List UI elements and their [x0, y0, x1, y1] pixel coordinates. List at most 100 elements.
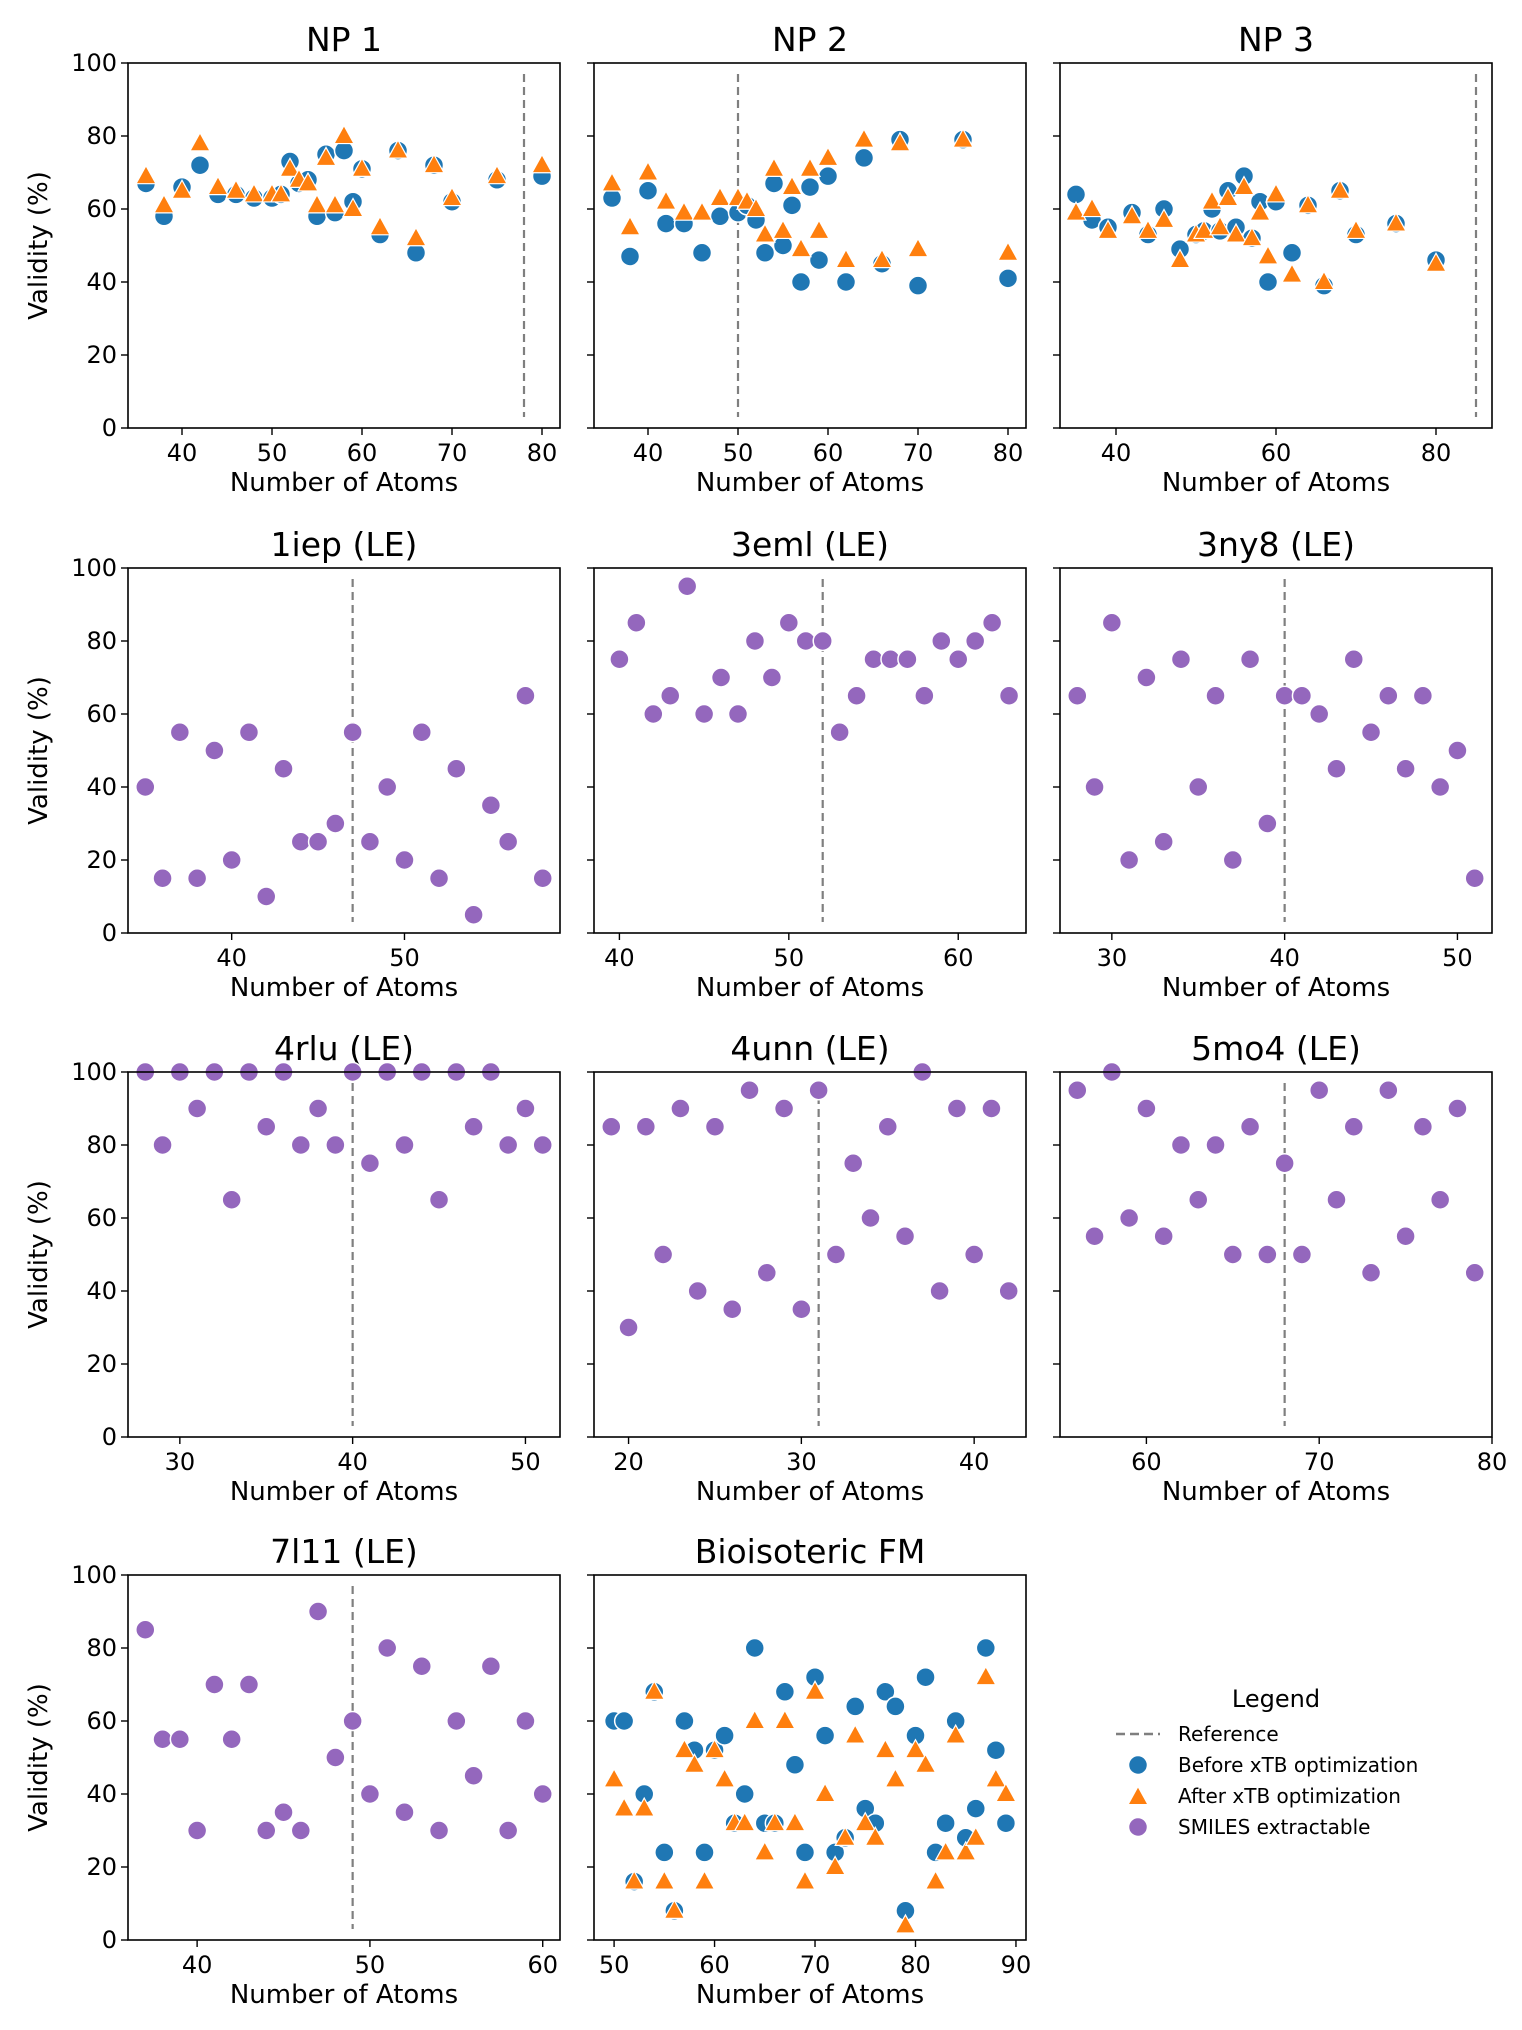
data-point	[997, 241, 1019, 261]
data-point	[1225, 222, 1247, 243]
data-point	[270, 182, 292, 203]
data-point	[778, 612, 800, 633]
data-point	[207, 175, 229, 196]
data-point	[670, 1098, 691, 1119]
data-point	[1429, 1189, 1451, 1210]
data-point	[1345, 219, 1367, 240]
data-point	[204, 740, 225, 761]
data-point	[1201, 189, 1223, 210]
data-point	[652, 1244, 674, 1265]
data-point	[727, 703, 749, 725]
legend-item: After xTB optimization	[1127, 1784, 1401, 1808]
data-point	[1274, 685, 1295, 706]
data-point	[663, 1899, 686, 1919]
data-point	[1308, 1080, 1330, 1101]
data-point	[152, 868, 173, 889]
x-tick-label: 40	[337, 1448, 368, 1476]
data-point	[1447, 1098, 1468, 1119]
data-series	[135, 124, 553, 247]
data-point	[307, 831, 329, 852]
data-point	[914, 1753, 937, 1773]
data-point	[171, 179, 193, 199]
data-point	[1343, 649, 1365, 670]
data-point	[814, 1725, 836, 1746]
data-point	[1084, 776, 1105, 798]
data-point	[1084, 1226, 1105, 1247]
data-point	[635, 1116, 657, 1137]
data-point	[1067, 685, 1088, 706]
y-tick-label: 100	[71, 1561, 117, 1589]
chart-panel: 3eml (LE) 40 50 60 Number of Atoms	[587, 525, 1027, 1003]
data-point	[342, 1710, 363, 1732]
y-tick-label: 80	[86, 122, 117, 150]
data-point	[994, 1782, 1017, 1803]
data-point	[1429, 776, 1451, 798]
data-point	[784, 1754, 806, 1776]
data-point	[186, 868, 208, 889]
data-point	[834, 1826, 857, 1846]
data-point	[997, 268, 1019, 289]
data-point	[998, 1280, 1019, 1302]
data-point	[1360, 722, 1382, 743]
circle-marker-icon	[1127, 1816, 1149, 1838]
data-point	[981, 612, 1003, 633]
data-point	[1233, 175, 1255, 196]
data-point	[817, 146, 839, 167]
data-point	[1313, 270, 1335, 291]
data-point	[985, 1739, 1007, 1761]
x-axis-label: Number of Atoms	[1162, 1477, 1390, 1507]
x-tick-label: 40	[1269, 944, 1300, 972]
data-point	[981, 1098, 1002, 1119]
data-point	[1136, 1098, 1157, 1119]
data-point	[1257, 1244, 1278, 1265]
y-tick-label: 40	[86, 1780, 117, 1808]
data-point	[189, 131, 211, 152]
data-point	[225, 179, 247, 199]
y-tick-label: 80	[86, 627, 117, 655]
data-point	[255, 1116, 277, 1137]
plot-frame	[127, 567, 561, 934]
data-point	[1101, 612, 1123, 633]
data-point	[1308, 703, 1330, 725]
data-point	[463, 1765, 484, 1786]
data-point	[637, 160, 659, 181]
plot-frame	[1059, 567, 1493, 934]
data-point	[754, 242, 776, 264]
data-point	[1395, 1226, 1416, 1247]
y-tick-label: 0	[102, 919, 117, 947]
data-series	[601, 1061, 1019, 1338]
chart-panel: 4rlu (LE) 0 20 40 60 80 100 30 40 50 Number of Ato…	[24, 1029, 561, 1507]
data-series	[135, 1601, 553, 1841]
data-point	[1360, 1262, 1382, 1283]
data-point	[1281, 242, 1303, 264]
data-point	[342, 197, 364, 218]
data-point	[745, 197, 767, 218]
chart-title: 7l11 (LE)	[270, 1532, 418, 1571]
data-point	[733, 1811, 756, 1832]
data-point	[619, 246, 641, 267]
data-point	[1395, 758, 1416, 779]
data-point	[480, 795, 502, 816]
data-point	[428, 1820, 450, 1841]
legend-title: Legend	[1232, 1685, 1320, 1713]
data-point	[773, 1098, 795, 1119]
x-tick-label: 30	[165, 1448, 196, 1476]
data-point	[238, 1674, 260, 1695]
data-point	[626, 612, 647, 633]
data-point	[307, 1601, 329, 1622]
data-point	[411, 722, 433, 743]
data-point	[763, 1811, 786, 1832]
data-point	[935, 1812, 956, 1834]
data-point	[515, 1098, 536, 1119]
circle-marker-icon	[1127, 1754, 1149, 1776]
data-point	[394, 1134, 415, 1156]
data-point	[609, 649, 630, 670]
data-point	[924, 1869, 947, 1890]
data-point	[853, 127, 875, 148]
data-point	[463, 904, 484, 925]
data-point	[290, 1820, 312, 1841]
x-tick-label: 40	[216, 944, 247, 972]
data-point	[744, 1637, 765, 1659]
data-point	[1193, 219, 1215, 240]
data-point	[846, 685, 867, 706]
